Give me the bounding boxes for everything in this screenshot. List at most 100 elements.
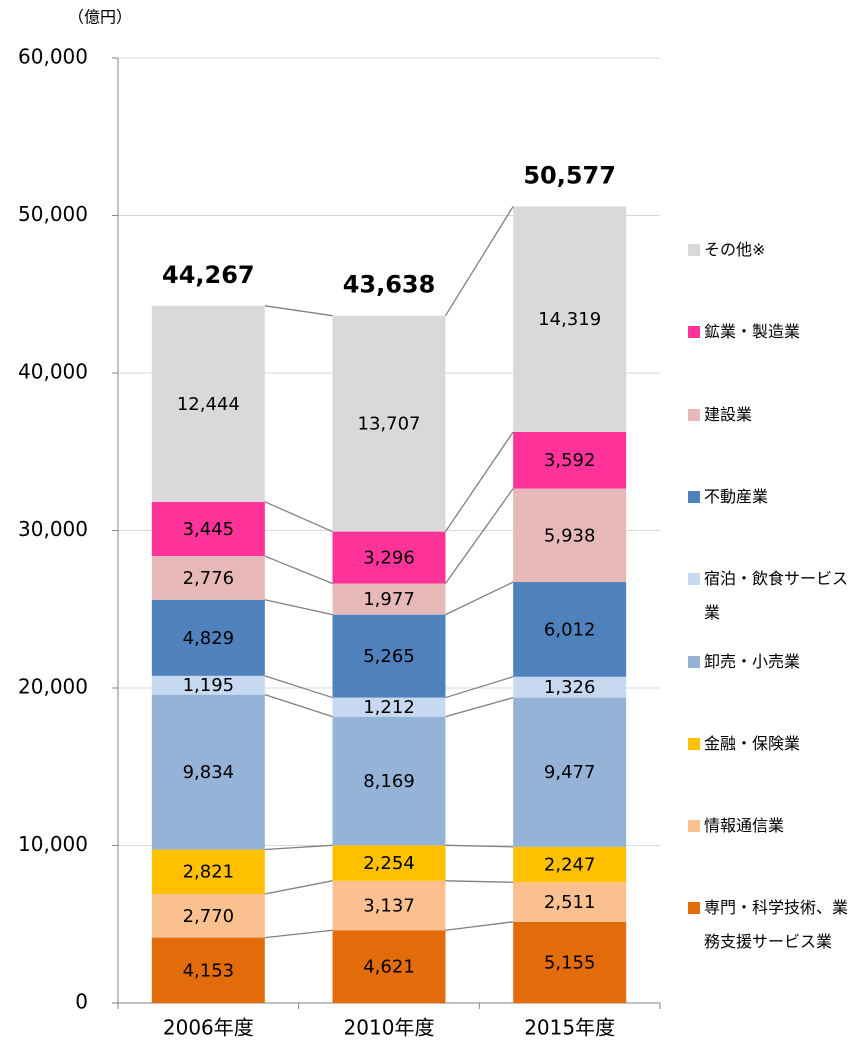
connector bbox=[444, 488, 514, 584]
x-tick-label: 2006年度 bbox=[163, 1016, 254, 1040]
data-label: 3,296 bbox=[363, 548, 415, 569]
data-label: 12,444 bbox=[177, 394, 240, 415]
connector bbox=[264, 880, 333, 895]
data-label: 5,265 bbox=[363, 646, 415, 667]
bar-segment bbox=[513, 676, 627, 698]
y-tick-label: 30,000 bbox=[18, 517, 88, 541]
legend-item: 金融・保険業 bbox=[688, 727, 860, 761]
connector bbox=[445, 844, 514, 848]
bar-segment bbox=[332, 930, 446, 1003]
bar-segment bbox=[332, 845, 446, 881]
legend-item: その他※ bbox=[688, 233, 860, 267]
data-label: 13,707 bbox=[358, 414, 421, 435]
data-label: 3,592 bbox=[544, 450, 596, 471]
y-axis-label: （億円） bbox=[68, 8, 132, 27]
y-tick-label: 20,000 bbox=[18, 675, 88, 699]
total-label: 50,577 bbox=[523, 161, 616, 189]
connector bbox=[264, 555, 333, 585]
bar-segment bbox=[151, 937, 265, 1003]
data-label: 3,445 bbox=[183, 519, 235, 540]
total-label: 43,638 bbox=[343, 271, 436, 299]
bar-segment bbox=[513, 206, 627, 432]
connector bbox=[264, 501, 333, 533]
legend-label: その他※ bbox=[704, 240, 766, 259]
connector bbox=[445, 581, 514, 616]
legend-label: 宿泊・飲食サービス業 bbox=[704, 569, 849, 623]
legend-swatch bbox=[688, 490, 700, 503]
legend-swatch bbox=[688, 326, 700, 339]
y-tick-label: 60,000 bbox=[18, 45, 88, 69]
x-tick-label: 2015年度 bbox=[524, 1016, 615, 1040]
bar-segment bbox=[151, 501, 265, 557]
legend-swatch bbox=[688, 820, 700, 833]
bar-segment bbox=[513, 846, 627, 883]
connector bbox=[445, 921, 514, 931]
legend-item: 鉱業・製造業 bbox=[688, 315, 860, 349]
connector bbox=[444, 431, 514, 532]
legend-item: 建設業 bbox=[688, 398, 860, 432]
connector bbox=[445, 696, 514, 718]
bar-segment bbox=[332, 614, 446, 698]
data-label: 9,477 bbox=[544, 762, 596, 783]
data-label: 1,977 bbox=[363, 589, 415, 610]
legend-label: 建設業 bbox=[704, 404, 753, 424]
bar-segment bbox=[151, 556, 265, 600]
bar-segment bbox=[332, 583, 446, 615]
data-label: 14,319 bbox=[538, 309, 601, 330]
legend-label: 不動産業 bbox=[704, 486, 769, 506]
connector bbox=[264, 675, 333, 699]
connector bbox=[445, 676, 514, 699]
data-label: 4,621 bbox=[363, 957, 415, 978]
legend-swatch bbox=[688, 655, 700, 668]
connector bbox=[264, 844, 333, 851]
legend-item: 卸売・小売業 bbox=[688, 645, 860, 679]
data-label: 2,511 bbox=[544, 892, 596, 913]
bar-segment bbox=[332, 880, 446, 931]
data-label: 1,326 bbox=[544, 677, 596, 698]
bar-segment bbox=[151, 599, 265, 676]
y-tick-label: 0 bbox=[75, 990, 88, 1014]
data-label: 8,169 bbox=[363, 771, 415, 792]
bar-segment bbox=[513, 697, 627, 847]
connector bbox=[444, 206, 514, 317]
legend-label: 情報通信業 bbox=[704, 816, 785, 836]
connector bbox=[445, 880, 514, 883]
bar-segment bbox=[332, 716, 446, 846]
bar-segment bbox=[151, 675, 265, 695]
legend-label: 鉱業・製造業 bbox=[704, 322, 801, 342]
legend-swatch bbox=[688, 573, 700, 586]
bar-segment bbox=[513, 882, 627, 922]
data-label: 6,012 bbox=[544, 619, 596, 640]
connector bbox=[264, 599, 333, 616]
data-label: 1,212 bbox=[363, 697, 415, 718]
data-label: 4,153 bbox=[183, 960, 235, 981]
legend-item: 不動産業 bbox=[688, 480, 860, 514]
data-label: 5,938 bbox=[544, 525, 596, 546]
bar-segment bbox=[332, 531, 446, 584]
data-label: 2,770 bbox=[183, 906, 235, 927]
data-label: 4,829 bbox=[183, 628, 235, 649]
bar-segment bbox=[513, 921, 627, 1003]
bar-segment bbox=[151, 893, 265, 938]
data-label: 2,776 bbox=[183, 568, 235, 589]
total-label: 44,267 bbox=[162, 261, 255, 289]
bar-segment bbox=[513, 582, 627, 677]
data-label: 3,137 bbox=[363, 896, 415, 917]
bar-segment bbox=[332, 697, 446, 717]
connector bbox=[264, 929, 333, 939]
data-label: 9,834 bbox=[183, 762, 235, 783]
x-tick-label: 2010年度 bbox=[344, 1016, 435, 1040]
legend-swatch bbox=[688, 737, 700, 750]
bar-segment bbox=[332, 315, 446, 532]
data-label: 2,254 bbox=[363, 853, 415, 874]
bar-segment bbox=[151, 849, 265, 894]
data-label: 2,821 bbox=[183, 862, 235, 883]
legend-swatch bbox=[688, 902, 700, 915]
legend-swatch bbox=[688, 408, 700, 421]
data-label: 5,155 bbox=[544, 952, 596, 973]
connector bbox=[264, 305, 333, 317]
bar-segment bbox=[513, 488, 627, 583]
connector bbox=[264, 694, 333, 718]
